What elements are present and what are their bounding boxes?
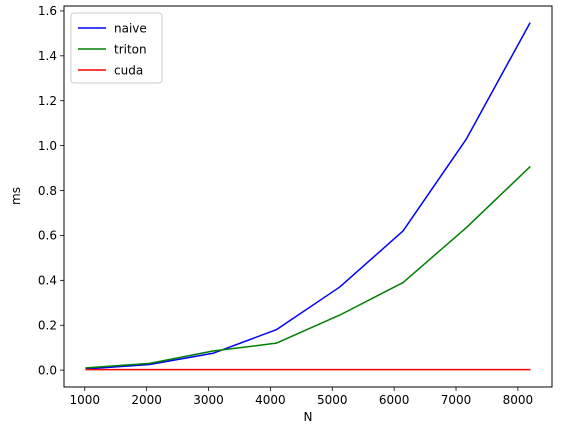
y-tick-label: 0.2 [38,319,57,333]
y-tick-label: 0.0 [38,363,57,377]
y-tick-label: 1.4 [38,49,57,63]
legend-label-cuda: cuda [114,63,143,77]
legend-label-naive: naive [114,21,147,35]
y-tick-label: 1.2 [38,94,57,108]
axes-frame [63,5,553,388]
x-tick-label: 6000 [379,393,410,407]
y-tick-label: 1.6 [38,4,57,18]
plot-lines [85,22,531,371]
legend-label-triton: triton [114,42,147,56]
x-tick-label: 8000 [503,393,534,407]
y-tick-label: 1.0 [38,139,57,153]
x-axis-label: N [304,410,313,424]
x-tick-label: 1000 [69,393,100,407]
x-tick-label: 4000 [255,393,286,407]
legend: naive triton cuda [70,12,163,84]
x-tick-label: 2000 [131,393,162,407]
y-tick-label: 0.8 [38,184,57,198]
y-tick-label: 0.4 [38,274,57,288]
legend-box [70,12,163,84]
x-axis-ticks: 1000 2000 3000 4000 5000 6000 7000 8000 [69,387,533,407]
y-axis-ticks: 0.0 0.2 0.4 0.6 0.8 1.0 1.2 1.4 1.6 [38,4,64,377]
x-tick-label: 7000 [441,393,472,407]
y-tick-label: 0.6 [38,229,57,243]
x-tick-label: 3000 [193,393,224,407]
x-tick-label: 5000 [317,393,348,407]
series-line-naive [85,22,531,370]
series-line-triton [85,165,531,369]
y-axis-label: ms [9,187,23,205]
